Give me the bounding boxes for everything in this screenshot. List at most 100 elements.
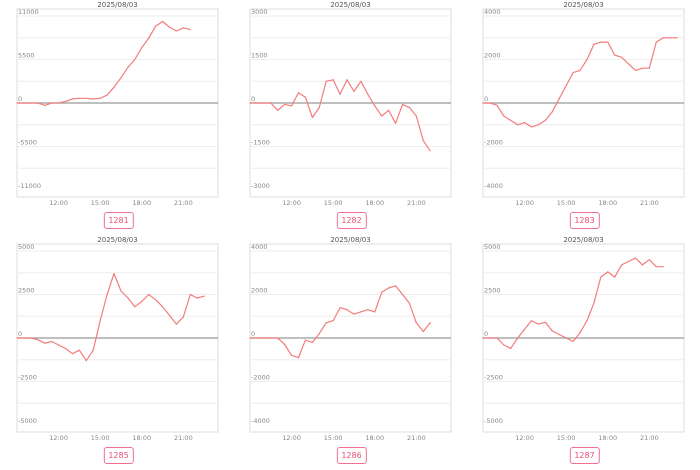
- data-point: [30, 337, 32, 339]
- data-point: [249, 337, 251, 339]
- code-badge[interactable]: 1283: [569, 212, 600, 229]
- data-point: [168, 26, 171, 28]
- y-tick-label: -4000: [251, 417, 270, 425]
- data-point: [401, 103, 404, 106]
- x-tick-label: 21:00: [174, 199, 193, 207]
- data-point: [523, 121, 526, 124]
- data-point: [57, 102, 60, 104]
- y-tick-label: 2000: [251, 287, 268, 295]
- code-badge[interactable]: 1285: [103, 447, 134, 464]
- x-tick-label: 12:00: [282, 434, 301, 442]
- data-point: [551, 330, 553, 332]
- data-point: [290, 105, 293, 107]
- data-point: [415, 115, 417, 117]
- data-point: [586, 320, 588, 322]
- x-tick-label: 15:00: [557, 434, 576, 442]
- data-point: [517, 337, 519, 339]
- data-point: [270, 102, 272, 104]
- data-point: [429, 150, 431, 152]
- data-point: [311, 341, 313, 343]
- code-badge[interactable]: 1286: [336, 447, 367, 464]
- data-point: [189, 28, 191, 31]
- series-line: [17, 272, 205, 362]
- y-tick-label: -2500: [18, 374, 37, 382]
- data-point: [388, 109, 390, 111]
- data-point: [196, 297, 198, 299]
- data-point: [92, 98, 94, 100]
- y-tick-label: 5500: [18, 52, 35, 60]
- data-point: [641, 264, 644, 266]
- data-point: [297, 356, 300, 359]
- x-tick-label: 12:00: [515, 199, 534, 207]
- data-point: [621, 56, 623, 58]
- x-tick-label: 15:00: [324, 434, 343, 442]
- data-point: [607, 41, 609, 43]
- data-point: [78, 97, 80, 99]
- data-point: [593, 302, 595, 304]
- chart-title: 2025/08/03: [563, 236, 603, 244]
- data-point: [263, 337, 265, 339]
- data-point: [381, 291, 383, 293]
- data-point: [408, 302, 411, 304]
- y-tick-label: 11000: [18, 8, 39, 16]
- data-point: [127, 66, 129, 69]
- data-point: [503, 344, 505, 346]
- code-badge[interactable]: 1287: [569, 447, 600, 464]
- series-line: [483, 37, 678, 128]
- code-badge[interactable]: 1281: [103, 212, 134, 229]
- data-point: [346, 309, 348, 311]
- y-tick-label: 1500: [251, 52, 268, 60]
- data-point: [332, 79, 334, 81]
- data-point: [614, 276, 616, 278]
- code-badge[interactable]: 1282: [336, 212, 367, 229]
- data-point: [429, 322, 431, 324]
- series-line: [483, 257, 664, 350]
- chart-title: 2025/08/03: [97, 236, 137, 244]
- y-tick-label: 2500: [484, 287, 501, 295]
- data-point: [249, 102, 251, 104]
- data-point: [16, 102, 18, 104]
- x-tick-label: 18:00: [132, 199, 151, 207]
- data-point: [422, 330, 424, 333]
- data-point: [141, 300, 143, 303]
- data-point: [408, 106, 411, 108]
- data-point: [51, 340, 53, 343]
- data-point: [662, 266, 664, 268]
- data-point: [44, 342, 46, 344]
- data-point: [23, 102, 25, 104]
- data-point: [634, 69, 637, 71]
- data-point: [489, 102, 491, 104]
- data-point: [277, 337, 279, 339]
- data-point: [134, 58, 136, 61]
- data-point: [367, 93, 369, 95]
- y-tick-label: -5500: [18, 139, 37, 147]
- data-point: [600, 41, 602, 43]
- data-point: [113, 86, 115, 88]
- data-point: [579, 69, 581, 71]
- data-point: [263, 102, 265, 104]
- x-tick-label: 21:00: [174, 434, 193, 442]
- data-point: [148, 293, 150, 296]
- data-point: [85, 360, 87, 362]
- data-point: [422, 140, 424, 142]
- data-point: [600, 276, 602, 278]
- data-point: [415, 322, 417, 324]
- y-tick-label: 0: [484, 95, 488, 103]
- chart-panel-1285: 5000 2500 0 -2500 -5000 12:00 15:00 18:00 21:00 2…: [0, 235, 233, 470]
- data-point: [16, 337, 18, 339]
- data-point: [277, 109, 279, 111]
- chart-panel-1286: 4000 2000 0 -2000 -4000 12:00 15:00 18:00 21:00 2…: [233, 235, 466, 470]
- data-point: [496, 337, 498, 339]
- data-point: [537, 323, 540, 325]
- data-point: [614, 54, 616, 56]
- x-tick-label: 12:00: [49, 434, 68, 442]
- data-point: [648, 67, 650, 69]
- data-point: [57, 344, 60, 346]
- y-tick-label: 0: [18, 330, 22, 338]
- x-tick-label: 18:00: [365, 434, 384, 442]
- data-point: [388, 287, 390, 289]
- chart-panel-1282: 3000 1500 0 -1500 -3000 12:00 15:00 18:00 21:00 2…: [233, 0, 466, 235]
- y-tick-label: -5000: [18, 417, 37, 425]
- data-point: [593, 43, 595, 45]
- y-tick-label: 2000: [484, 52, 501, 60]
